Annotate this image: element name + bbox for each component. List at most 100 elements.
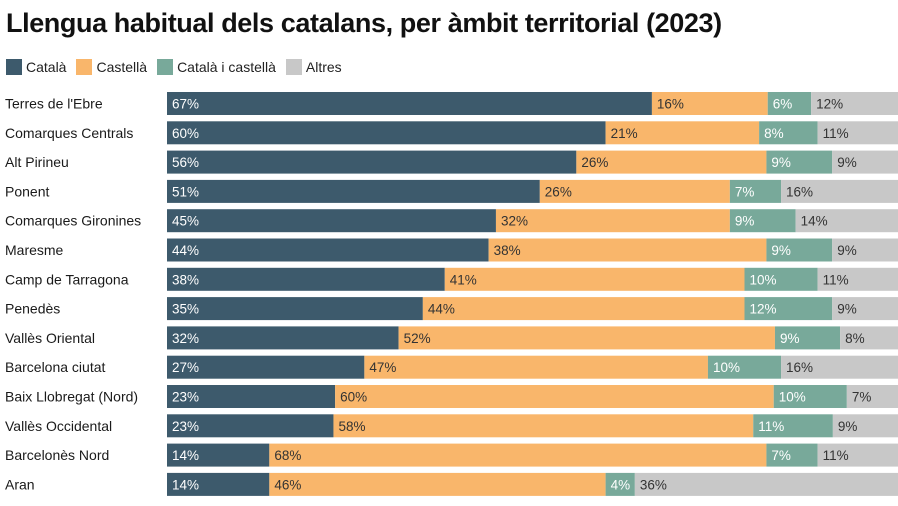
data-label-altres-barcelona-ciutat: 16% xyxy=(786,360,813,375)
category-label-camp-de-tarragona: Camp de Tarragona xyxy=(5,271,129,287)
category-label-terres-de-l-ebre: Terres de l'Ebre xyxy=(5,96,103,112)
bar-segment-catala-comarques-centrals xyxy=(167,121,606,145)
data-label-castella-terres-de-l-ebre: 16% xyxy=(657,97,684,112)
data-label-catala-i-castella-barcelones-nord: 7% xyxy=(771,448,791,463)
bar-segment-catala-comarques-gironines xyxy=(167,209,496,233)
category-label-valles-occidental: Vallès Occidental xyxy=(5,418,112,434)
bar-segment-castella-valles-occidental xyxy=(333,414,754,438)
data-label-castella-comarques-centrals: 21% xyxy=(611,126,638,141)
data-label-altres-alt-pirineu: 9% xyxy=(837,155,857,170)
data-label-castella-barcelona-ciutat: 47% xyxy=(369,360,396,375)
bar-segment-catala-i-castella-comarques-gironines xyxy=(729,209,796,233)
data-label-castella-valles-oriental: 52% xyxy=(404,331,431,346)
bar-segment-catala-barcelona-ciutat xyxy=(167,355,365,379)
bar-segment-castella-barcelones-nord xyxy=(269,443,767,467)
data-label-catala-barcelones-nord: 14% xyxy=(172,448,199,463)
bar-segment-catala-i-castella-camp-de-tarragona xyxy=(744,267,818,291)
bar-segment-catala-i-castella-barcelona-ciutat xyxy=(707,355,782,379)
data-label-catala-alt-pirineu: 56% xyxy=(172,155,199,170)
bar-segment-catala-valles-oriental xyxy=(167,326,399,350)
category-label-ponent: Ponent xyxy=(5,183,49,199)
bar-segment-altres-valles-occidental xyxy=(832,414,898,438)
data-label-catala-terres-de-l-ebre: 67% xyxy=(172,97,199,112)
bar-segment-catala-i-castella-alt-pirineu xyxy=(766,150,833,174)
data-label-catala-i-castella-valles-oriental: 9% xyxy=(780,331,800,346)
bar-segment-altres-ponent xyxy=(781,179,898,203)
data-label-catala-camp-de-tarragona: 38% xyxy=(172,272,199,287)
bar-segment-castella-barcelona-ciutat xyxy=(364,355,708,379)
data-label-catala-i-castella-baix-llobregat-nord: 10% xyxy=(779,390,806,405)
bar-segment-castella-comarques-centrals xyxy=(605,121,760,145)
legend-label-catala: Català xyxy=(26,59,67,75)
bar-segment-catala-i-castella-aran xyxy=(605,472,635,496)
bar-segment-catala-aran xyxy=(167,472,270,496)
data-label-catala-i-castella-terres-de-l-ebre: 6% xyxy=(773,97,793,112)
data-label-altres-comarques-gironines: 14% xyxy=(801,214,828,229)
data-label-altres-valles-oriental: 8% xyxy=(845,331,865,346)
legend-swatch-altres xyxy=(285,59,302,75)
category-label-barcelones-nord: Barcelonès Nord xyxy=(5,447,109,463)
data-label-castella-comarques-gironines: 32% xyxy=(501,214,528,229)
bar-segment-catala-alt-pirineu xyxy=(167,150,577,174)
legend: Català Castellà Català i castellà Altres xyxy=(6,58,352,76)
legend-label-castella: Castellà xyxy=(96,59,148,75)
data-label-altres-penedes: 9% xyxy=(837,302,857,317)
bar-segment-catala-baix-llobregat-nord xyxy=(167,385,336,408)
bar-segment-catala-i-castella-maresme xyxy=(766,238,833,262)
bar-segment-castella-aran xyxy=(269,472,606,496)
bar-segment-catala-barcelones-nord xyxy=(167,443,270,467)
data-label-altres-valles-occidental: 9% xyxy=(838,419,858,434)
bar-segment-catala-penedes xyxy=(167,297,423,321)
bar-segment-catala-i-castella-valles-oriental xyxy=(774,326,841,350)
data-label-catala-ponent: 51% xyxy=(172,184,199,199)
data-label-altres-camp-de-tarragona: 11% xyxy=(823,272,849,287)
data-label-castella-aran: 46% xyxy=(274,477,301,492)
bar-segment-catala-i-castella-valles-occidental xyxy=(753,414,833,438)
bar-segment-castella-ponent xyxy=(539,179,730,203)
data-label-catala-i-castella-comarques-gironines: 9% xyxy=(735,214,755,229)
bar-segment-catala-maresme xyxy=(167,238,489,262)
data-label-catala-i-castella-ponent: 7% xyxy=(735,184,755,199)
bar-segment-castella-terres-de-l-ebre xyxy=(651,92,768,115)
data-label-catala-baix-llobregat-nord: 23% xyxy=(172,390,199,405)
bar-segment-catala-valles-occidental xyxy=(167,414,334,438)
data-label-altres-barcelones-nord: 11% xyxy=(823,448,849,463)
data-label-castella-penedes: 44% xyxy=(428,302,455,317)
category-label-alt-pirineu: Alt Pirineu xyxy=(5,154,69,170)
bar-segment-catala-i-castella-comarques-centrals xyxy=(759,121,818,145)
data-label-castella-ponent: 26% xyxy=(545,184,572,199)
legend-swatch-catala xyxy=(6,59,22,75)
legend-item-catala: Català xyxy=(6,59,66,75)
bar-segment-castella-valles-oriental xyxy=(398,326,775,350)
category-label-barcelona-ciutat: Barcelona ciutat xyxy=(5,359,106,375)
data-label-catala-comarques-centrals: 60% xyxy=(172,126,199,141)
data-label-castella-alt-pirineu: 26% xyxy=(581,155,608,170)
bar-segment-altres-barcelona-ciutat xyxy=(781,355,898,379)
data-label-castella-barcelones-nord: 68% xyxy=(274,448,301,463)
data-label-altres-terres-de-l-ebre: 12% xyxy=(816,97,843,112)
data-label-catala-barcelona-ciutat: 27% xyxy=(172,360,199,375)
data-label-altres-baix-llobregat-nord: 7% xyxy=(852,390,872,405)
bar-segment-castella-comarques-gironines xyxy=(495,209,730,233)
category-label-penedes: Penedès xyxy=(5,301,60,317)
data-label-castella-baix-llobregat-nord: 60% xyxy=(340,390,367,405)
bar-segment-altres-penedes xyxy=(832,297,898,321)
category-label-baix-llobregat-nord: Baix Llobregat (Nord) xyxy=(5,389,138,405)
bar-segment-altres-aran xyxy=(634,472,898,496)
data-label-castella-valles-occidental: 58% xyxy=(338,419,365,434)
data-label-catala-valles-occidental: 23% xyxy=(172,419,199,434)
data-label-catala-i-castella-barcelona-ciutat: 10% xyxy=(713,360,740,375)
data-label-altres-maresme: 9% xyxy=(837,243,857,258)
bar-segment-altres-alt-pirineu xyxy=(832,150,898,174)
data-label-altres-aran: 36% xyxy=(640,477,667,492)
bar-segment-castella-alt-pirineu xyxy=(576,150,767,174)
category-label-valles-oriental: Vallès Oriental xyxy=(5,330,95,346)
bar-segment-altres-valles-oriental xyxy=(840,326,898,350)
chart-title: Llengua habitual dels catalans, per àmbi… xyxy=(6,8,722,38)
data-label-catala-i-castella-camp-de-tarragona: 10% xyxy=(749,272,776,287)
data-label-catala-valles-oriental: 32% xyxy=(172,331,199,346)
category-label-comarques-gironines: Comarques Gironines xyxy=(5,213,141,229)
bar-segment-altres-comarques-centrals xyxy=(817,121,898,145)
data-label-catala-maresme: 44% xyxy=(172,243,199,258)
